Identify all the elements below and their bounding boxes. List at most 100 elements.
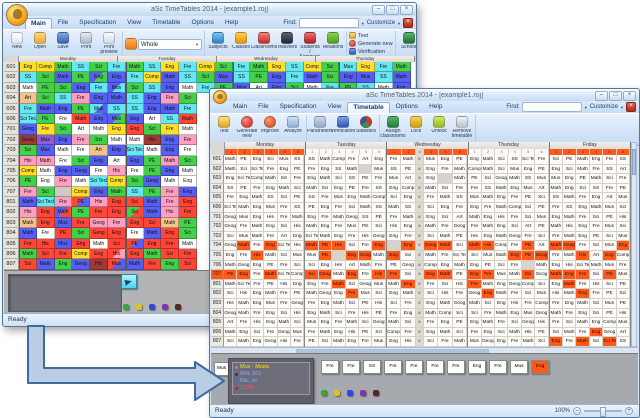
timetable-cell[interactable]: SS xyxy=(72,62,91,73)
timetable-cell[interactable]: PE xyxy=(305,202,319,213)
subjects-button[interactable]: Subjects xyxy=(207,32,229,50)
maximize-button[interactable]: □ xyxy=(609,91,622,101)
timetable-cell[interactable]: Eng xyxy=(495,222,509,232)
timetable-cell[interactable]: Sci xyxy=(589,270,604,280)
timetable-cell[interactable]: Math xyxy=(495,183,509,194)
timetable-cell[interactable]: His xyxy=(589,279,604,290)
timetable-cell[interactable]: Sci xyxy=(495,260,509,271)
timetable-cell[interactable]: Eng xyxy=(107,207,126,218)
timetable-cell[interactable]: Eng xyxy=(277,164,292,175)
class-row-label[interactable]: 804 xyxy=(4,228,19,239)
class-row-label[interactable]: 802 xyxy=(4,207,19,218)
timetable-cell[interactable]: Sci xyxy=(291,183,305,194)
timetable-cell[interactable]: Eng xyxy=(107,197,126,208)
timetable-cell[interactable]: Eng xyxy=(291,279,305,290)
timetable-cell[interactable]: Eng xyxy=(589,155,604,165)
timetable-cell[interactable]: Geog xyxy=(237,260,251,271)
close-button[interactable]: × xyxy=(623,91,636,101)
timetable-cell[interactable]: Mus xyxy=(481,250,496,261)
timetable-cell[interactable]: Eng xyxy=(318,164,333,175)
timetable-cell[interactable]: Sci xyxy=(521,289,536,299)
timetable-cell[interactable]: Sci xyxy=(401,270,416,280)
timetable-cell[interactable]: Mus xyxy=(603,298,617,309)
timetable-cell[interactable]: Math xyxy=(386,318,402,328)
timetable-cell-highlighted[interactable]: Eng xyxy=(563,270,577,280)
class-row-label[interactable]: 705 xyxy=(4,165,19,177)
timetable-cell[interactable]: PE xyxy=(143,186,162,198)
timetable-cell[interactable]: Fre xyxy=(237,318,251,328)
timetable-cell-highlighted[interactable]: Geog xyxy=(318,270,333,280)
timetable-cell[interactable]: Fre xyxy=(54,249,73,260)
timetable-cell[interactable]: Fre xyxy=(481,202,496,213)
timetable-cell[interactable]: Sci xyxy=(345,202,360,213)
timetable-cell[interactable]: Sci xyxy=(332,308,346,319)
period-header-cell[interactable]: 3 xyxy=(576,149,590,155)
timetable-cell[interactable]: Sci xyxy=(345,298,360,309)
timetable-cell-highlighted[interactable]: PE xyxy=(521,250,536,261)
timetable-cell[interactable]: Eng xyxy=(161,62,180,73)
timetable-cell[interactable]: SS xyxy=(125,186,144,198)
timetable-cell[interactable]: Sci xyxy=(125,197,144,208)
verification-button[interactable]: Verification xyxy=(331,116,355,134)
assign-classrooms-button[interactable]: Assign classrooms xyxy=(380,116,406,139)
timetable-cell[interactable]: Math xyxy=(438,298,453,309)
timetable-cell[interactable]: Sci xyxy=(125,207,144,218)
titlebar[interactable]: aSc TimeTables 2014 - [example1.roj] – □ × xyxy=(3,3,416,26)
timetable-cell[interactable]: Fre xyxy=(359,241,373,251)
timetable-cell[interactable]: PE xyxy=(250,72,269,83)
timetable-cell[interactable]: Geog xyxy=(143,176,162,187)
timetable-cell[interactable]: Mus xyxy=(107,113,126,125)
timetable-cell[interactable]: Geog xyxy=(224,308,238,319)
timetable-cell[interactable]: Math xyxy=(576,164,590,175)
timetable-cell-highlighted[interactable]: Eng xyxy=(423,270,439,280)
timetable-cell[interactable]: Fre xyxy=(401,231,416,242)
timetable-cell[interactable]: Mus xyxy=(535,174,549,184)
timetable-cell[interactable]: SS xyxy=(161,113,180,125)
timetable-cell[interactable]: SS xyxy=(125,103,144,114)
timetable-cell[interactable]: Comp xyxy=(616,250,631,261)
timetable-cell[interactable]: Art xyxy=(616,327,631,338)
period-header-cell[interactable]: 6 xyxy=(373,149,387,155)
timetable-cell[interactable]: Sci xyxy=(179,93,197,104)
timetable-cell[interactable]: His xyxy=(107,165,126,177)
timetable-cell[interactable]: PE xyxy=(291,164,305,175)
timetable-cell[interactable]: Mus xyxy=(468,337,482,347)
timetable-cell[interactable]: Math xyxy=(576,298,590,309)
timetable-cell-highlighted[interactable]: Math xyxy=(468,241,482,251)
timetable-cell[interactable]: Art xyxy=(535,183,549,194)
timetable-cell[interactable]: PE xyxy=(452,231,468,242)
timetable-cell[interactable]: Fre xyxy=(277,289,292,299)
timetable-cell[interactable]: Math xyxy=(549,183,564,194)
period-header-cell[interactable]: 4 xyxy=(265,149,279,155)
unplaced-card[interactable]: Eng xyxy=(468,360,486,374)
period-header-cell[interactable]: 6 xyxy=(616,149,631,155)
timetable-cell[interactable]: Math xyxy=(143,145,162,156)
timetable-cell[interactable]: Math xyxy=(90,238,108,250)
timetable-cell[interactable]: Sci xyxy=(423,289,439,299)
period-header-cell[interactable]: 5 xyxy=(522,149,536,155)
timetable-cell[interactable]: Eng xyxy=(125,249,144,260)
timetable-cell[interactable]: Sci xyxy=(36,186,55,198)
timetable-cell[interactable]: Comp xyxy=(36,62,55,73)
timetable-cell[interactable]: Math xyxy=(481,318,496,328)
timetable-cell-highlighted[interactable]: Fre xyxy=(386,270,402,280)
timetable-cell[interactable]: Fre xyxy=(250,279,265,290)
timetable-cell[interactable]: Math xyxy=(19,197,37,208)
timetable-cell[interactable]: Sci xyxy=(372,289,386,299)
timetable-cell[interactable]: Art xyxy=(616,164,631,175)
timetable-cell[interactable]: Sci xyxy=(589,308,604,319)
timetable-cell[interactable]: Math xyxy=(305,289,319,299)
timetable-cell[interactable]: Fre xyxy=(423,279,439,290)
timetable-cell[interactable]: SS xyxy=(54,93,73,104)
timetable-cell[interactable]: Math xyxy=(359,202,373,213)
timetable-cell[interactable]: Mus xyxy=(423,155,439,165)
card-type-icon-3[interactable] xyxy=(149,304,155,310)
timetable-cell-highlighted[interactable]: Eng xyxy=(508,250,522,261)
timetable-cell[interactable]: PE xyxy=(359,327,373,338)
timetable-cell[interactable]: Geog xyxy=(468,289,482,299)
timetable-cell[interactable]: Eng xyxy=(339,72,358,83)
timetable-cell[interactable]: Math xyxy=(72,113,91,125)
timetable-cell[interactable]: Eng xyxy=(495,193,509,203)
timetable-cell[interactable]: Math xyxy=(179,82,197,94)
relations-button[interactable]: Relations xyxy=(322,32,344,50)
